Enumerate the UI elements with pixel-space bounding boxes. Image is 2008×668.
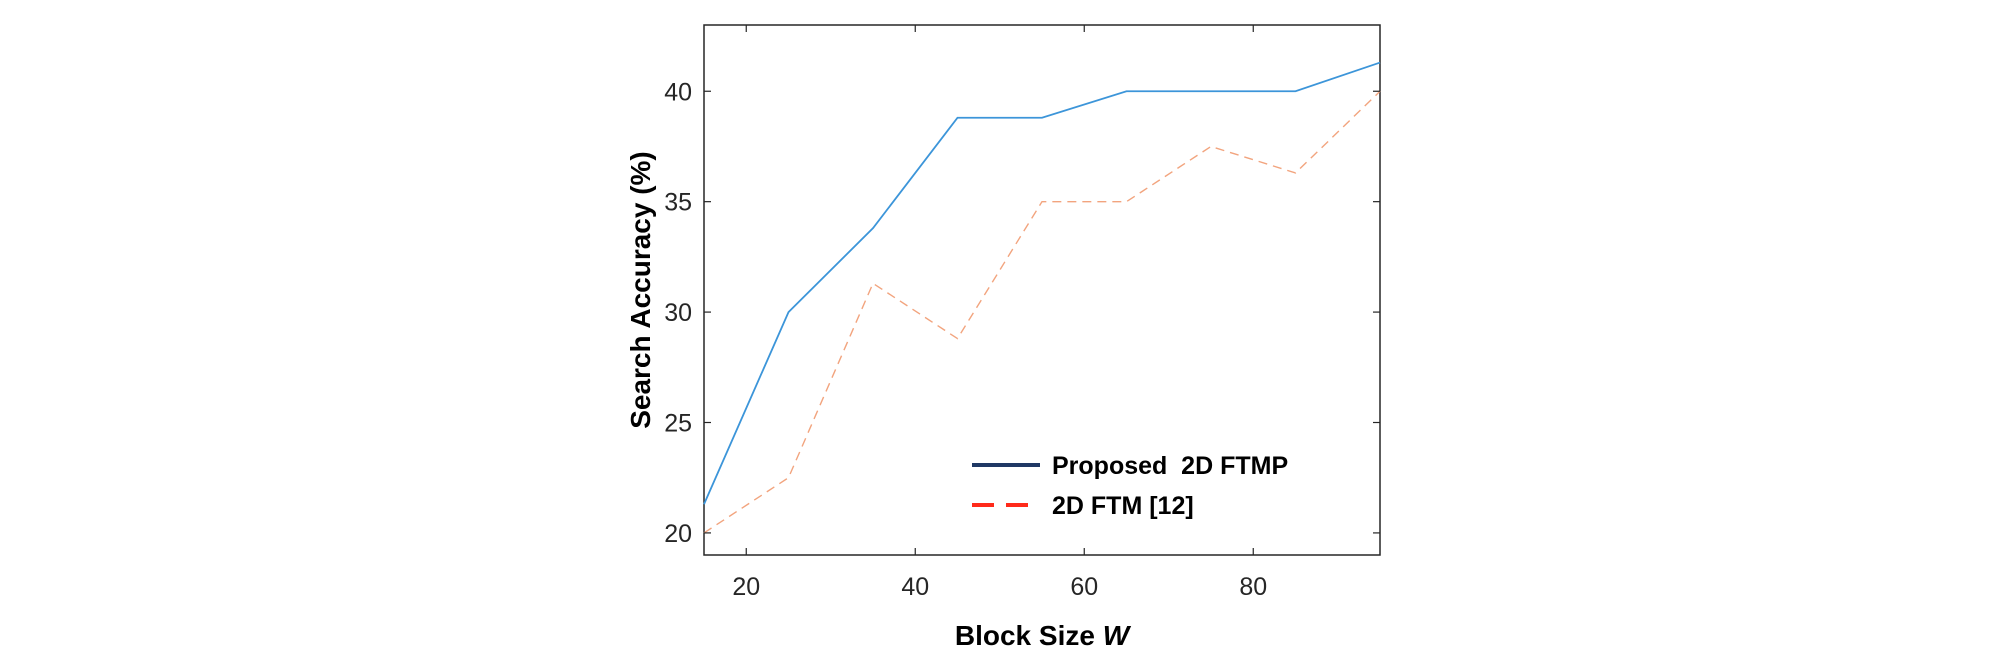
series-line-2d-ftm: [703, 90, 1381, 534]
x-tick-label: 20: [732, 573, 760, 601]
series-line-proposed: [703, 61, 1381, 505]
x-tick-label: 40: [901, 573, 929, 601]
legend-label-2d-ftm: 2D FTM [12]: [1052, 492, 1194, 520]
y-tick-label: 25: [664, 410, 692, 438]
x-axis: 20 40 60 80: [732, 25, 1267, 601]
series-lines: [703, 61, 1381, 534]
x-tick-label: 60: [1070, 573, 1098, 601]
y-axis: 20 25 30 35 40: [664, 78, 1380, 548]
y-tick-label: 40: [664, 78, 692, 106]
y-tick-label: 30: [664, 299, 692, 327]
x-axis-label: Block Size W: [955, 620, 1132, 651]
plot-area: [703, 24, 1381, 556]
x-axis-label-variable: W: [1103, 620, 1132, 651]
legend-label-proposed: Proposed 2D FTMP: [1052, 452, 1288, 480]
y-tick-label: 20: [664, 520, 692, 548]
y-axis-label: Search Accuracy (%): [625, 151, 656, 429]
y-tick-label: 35: [664, 189, 692, 217]
x-tick-label: 80: [1239, 573, 1267, 601]
legend: Proposed 2D FTMP 2D FTM [12]: [972, 452, 1288, 520]
x-axis-label-main: Block Size: [955, 620, 1103, 651]
